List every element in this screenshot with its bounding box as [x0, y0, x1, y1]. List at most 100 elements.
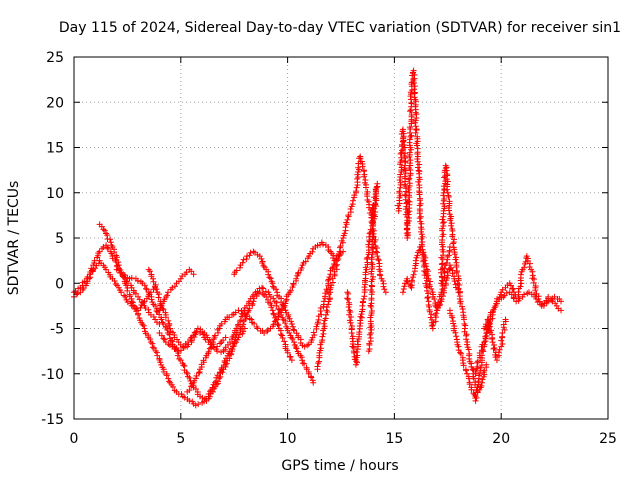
- data-point: [265, 327, 271, 333]
- data-point: [414, 127, 420, 133]
- data-point: [401, 286, 407, 292]
- data-point: [108, 239, 114, 245]
- data-point: [383, 289, 389, 295]
- data-point: [318, 305, 324, 311]
- y-tick-label: 15: [46, 141, 64, 157]
- series-sat-d: [114, 267, 248, 404]
- data-point: [270, 307, 276, 313]
- data-point: [518, 280, 524, 286]
- data-point: [95, 250, 101, 256]
- series-sat-g: [156, 267, 196, 314]
- y-tick-label: 20: [46, 95, 64, 111]
- data-point: [374, 183, 380, 189]
- data-point: [445, 190, 451, 196]
- sdtvar-chart: 0 5 10 15 20 25-15-10-50510152025 Day 115 of …: [0, 0, 640, 480]
- data-point: [451, 239, 457, 245]
- x-tick-label: 0: [70, 431, 79, 447]
- data-point: [159, 319, 165, 325]
- data-point: [440, 201, 446, 207]
- x-tick-label: 20: [492, 431, 510, 447]
- y-tick-label: -15: [41, 412, 64, 428]
- data-point: [369, 283, 375, 289]
- data-point: [417, 215, 423, 221]
- data-point: [275, 322, 281, 328]
- data-point: [368, 304, 374, 310]
- data-point: [172, 283, 178, 289]
- data-point: [281, 338, 287, 344]
- data-point: [344, 217, 350, 223]
- data-point: [441, 219, 447, 225]
- data-point: [381, 286, 387, 292]
- y-axis-label: SDTVAR / TECUs: [6, 181, 22, 296]
- data-point: [357, 323, 363, 329]
- data-point: [498, 338, 504, 344]
- series-sat-p: [473, 253, 564, 377]
- data-point: [359, 303, 365, 309]
- data-point: [380, 284, 386, 290]
- y-tick-label: 0: [55, 276, 64, 292]
- chart-title: Day 115 of 2024, Sidereal Day-to-day VTE…: [59, 20, 621, 36]
- data-point: [397, 177, 403, 183]
- data-point: [337, 245, 343, 251]
- data-point: [323, 312, 329, 318]
- data-point: [373, 185, 379, 191]
- data-point: [489, 336, 495, 342]
- data-point: [490, 339, 496, 345]
- data-point: [166, 378, 172, 384]
- data-point: [270, 283, 276, 289]
- y-tick-label: 25: [46, 50, 64, 66]
- data-point: [453, 333, 459, 339]
- data-point: [456, 285, 462, 291]
- data-point: [415, 165, 421, 171]
- data-point: [260, 285, 266, 291]
- data-point: [350, 198, 356, 204]
- data-point: [361, 168, 367, 174]
- data-point: [463, 336, 469, 342]
- data-point: [360, 299, 366, 305]
- data-point: [361, 296, 367, 302]
- data-point: [342, 224, 348, 230]
- data-point: [424, 295, 430, 301]
- data-point: [315, 360, 321, 366]
- data-point: [147, 268, 153, 274]
- y-tick-label: -5: [50, 322, 64, 338]
- data-point: [237, 265, 243, 271]
- data-point: [217, 341, 223, 347]
- data-point: [515, 289, 521, 295]
- data-point: [416, 162, 422, 168]
- data-point: [439, 216, 445, 222]
- data-point: [413, 123, 419, 129]
- x-tick-label: 5: [176, 431, 185, 447]
- data-point: [375, 256, 381, 262]
- data-point: [376, 257, 382, 263]
- data-point: [288, 318, 294, 324]
- data-point: [247, 252, 253, 258]
- data-point: [314, 363, 320, 369]
- y-tick-label: 5: [55, 231, 64, 247]
- data-point: [254, 324, 260, 330]
- data-point: [363, 185, 369, 191]
- data-point: [216, 375, 222, 381]
- data-point: [146, 267, 152, 273]
- data-point: [461, 321, 467, 327]
- y-tick-label: 10: [46, 186, 64, 202]
- data-point: [152, 283, 158, 289]
- data-point: [463, 368, 469, 374]
- data-point: [291, 326, 297, 332]
- x-tick-label: 10: [279, 431, 297, 447]
- data-point: [162, 336, 168, 342]
- data-point: [407, 130, 413, 136]
- data-point: [413, 258, 419, 264]
- data-point: [354, 185, 360, 191]
- data-point: [446, 252, 452, 258]
- data-point: [404, 226, 410, 232]
- x-tick-label: 25: [599, 431, 617, 447]
- data-point: [450, 241, 456, 247]
- data-point: [345, 296, 351, 302]
- data-point: [248, 316, 254, 322]
- data-point: [415, 179, 421, 185]
- data-point: [241, 257, 247, 263]
- data-point: [440, 220, 446, 226]
- data-point: [400, 139, 406, 145]
- data-point: [415, 159, 421, 165]
